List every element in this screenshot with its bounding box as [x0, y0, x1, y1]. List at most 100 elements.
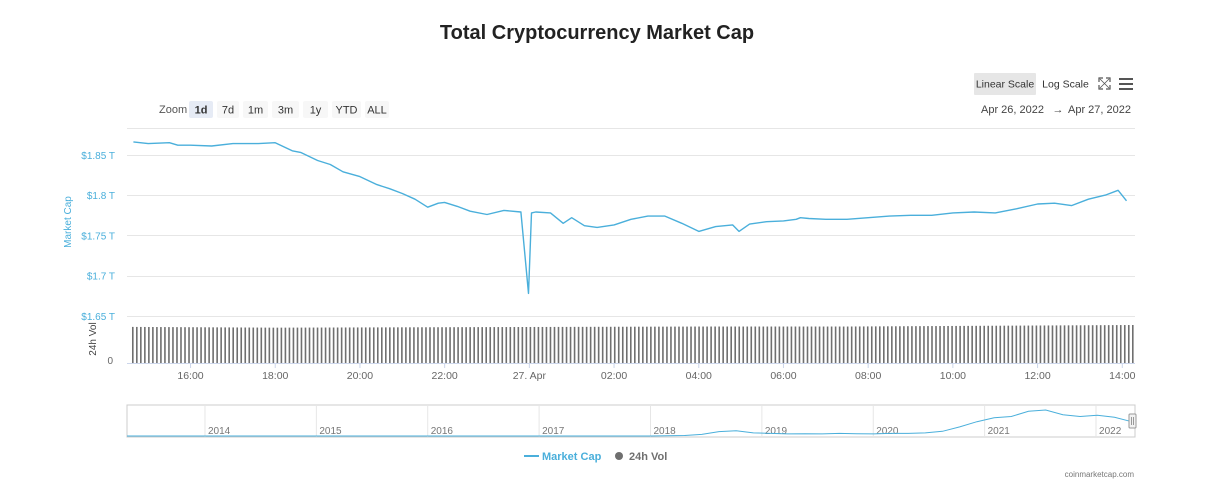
- date-range-from[interactable]: Apr 26, 2022: [981, 104, 1044, 116]
- legend-label[interactable]: 24h Vol: [629, 451, 667, 463]
- volume-bar: [401, 327, 403, 363]
- fullscreen-icon[interactable]: [1098, 77, 1111, 90]
- x-tick-label: 10:00: [940, 370, 966, 382]
- volume-bar: [919, 326, 921, 363]
- volume-bar: [782, 326, 785, 363]
- volume-bar: [316, 327, 319, 363]
- volume-bar: [553, 326, 556, 363]
- volume-bar: [344, 327, 347, 363]
- scale-button-bg[interactable]: [1039, 73, 1092, 95]
- menu-icon-bar[interactable]: [1119, 83, 1133, 85]
- navigator-year-label: 2018: [653, 426, 676, 437]
- zoom-button-label[interactable]: 1y: [310, 105, 322, 117]
- navigator-frame[interactable]: [126, 404, 1136, 438]
- zoom-button-1m[interactable]: 1m: [243, 101, 268, 118]
- volume-bar: [276, 327, 279, 363]
- zoom-button-bg[interactable]: [303, 101, 328, 118]
- x-tick-label: 27. Apr: [513, 370, 547, 382]
- volume-bar: [489, 327, 492, 363]
- fullscreen-icon-diagonals[interactable]: [1099, 78, 1110, 89]
- volume-bar: [533, 326, 536, 363]
- volume-bar: [1063, 325, 1066, 363]
- volume-bar: [453, 327, 455, 363]
- volume-bar: [593, 326, 596, 363]
- volume-bar: [196, 327, 198, 363]
- zoom-button-label[interactable]: 3m: [278, 105, 293, 117]
- zoom-button-bg[interactable]: [365, 101, 389, 118]
- navigator[interactable]: 2014 2015 2016 2017 2018 2019 2020 2021 2022: [126, 404, 1137, 438]
- volume-bar: [770, 326, 773, 363]
- zoom-button-bg[interactable]: [217, 101, 239, 118]
- navigator-series-line: [127, 409, 1132, 437]
- zoom-button-bg[interactable]: [332, 101, 361, 118]
- date-range-to[interactable]: Apr 27, 2022: [1068, 104, 1131, 116]
- volume-bar: [296, 327, 299, 363]
- volume-bar: [1103, 325, 1106, 363]
- volume-bar: [312, 327, 315, 363]
- volume-bar: [726, 326, 728, 363]
- volume-bar: [746, 326, 749, 363]
- zoom-button-1d[interactable]: 1d: [189, 101, 213, 118]
- volume-bar: [240, 327, 243, 363]
- legend-dot-marker[interactable]: [615, 452, 623, 460]
- volume-bar: [268, 327, 271, 363]
- linear-scale-button[interactable]: Linear Scale: [974, 73, 1036, 95]
- scale-toggle-group: Linear Scale Log Scale: [974, 73, 1092, 95]
- zoom-button-bg[interactable]: [272, 101, 299, 118]
- volume-bar: [629, 326, 632, 363]
- volume-bar: [332, 327, 335, 363]
- x-tick-label: 04:00: [686, 370, 712, 382]
- zoom-button-ytd[interactable]: YTD: [332, 101, 361, 118]
- volume-bar: [585, 326, 588, 363]
- volume-bar: [650, 326, 652, 363]
- volume-bar: [517, 327, 520, 363]
- volume-bar: [1099, 325, 1102, 363]
- navigator-year-label: 2015: [319, 426, 342, 437]
- zoom-button-all[interactable]: ALL: [365, 101, 389, 118]
- zoom-button-label[interactable]: YTD: [336, 105, 358, 117]
- scale-button-label[interactable]: Linear Scale: [976, 79, 1035, 91]
- volume-bar: [172, 327, 174, 363]
- navigator-handle[interactable]: [1128, 413, 1137, 429]
- volume-bar: [818, 326, 821, 363]
- volume-bar: [372, 327, 375, 363]
- zoom-button-label[interactable]: 7d: [222, 105, 234, 117]
- volume-bar: [320, 327, 323, 363]
- scale-button-bg[interactable]: [974, 73, 1036, 95]
- market-cap-series-line[interactable]: [133, 141, 1128, 295]
- zoom-button-7d[interactable]: 7d: [217, 101, 239, 118]
- volume-bar: [216, 327, 218, 363]
- menu-icon-bar[interactable]: [1119, 88, 1133, 90]
- volume-bar: [397, 327, 399, 363]
- legend-item-market-cap[interactable]: Market Cap: [524, 451, 602, 463]
- volume-bar: [1115, 325, 1118, 363]
- zoom-button-label[interactable]: 1d: [195, 105, 208, 117]
- scale-button-label[interactable]: Log Scale: [1042, 79, 1089, 91]
- volume-bar: [284, 327, 287, 363]
- volume-bar: [790, 326, 793, 363]
- menu-icon[interactable]: [1119, 78, 1133, 90]
- volume-bar: [1059, 325, 1062, 363]
- y-axis: $1.85 T $1.8 T $1.75 T $1.7 T $1.65 T: [81, 151, 115, 323]
- volume-bar: [1111, 325, 1114, 363]
- legend-label[interactable]: Market Cap: [542, 451, 602, 463]
- volume-bar: [549, 326, 552, 363]
- zoom-button-1y[interactable]: 1y: [303, 101, 328, 118]
- zoom-button-bg[interactable]: [189, 101, 213, 118]
- volume-bar: [891, 326, 893, 363]
- fullscreen-icon-path[interactable]: [1098, 77, 1111, 90]
- y-tick-label: $1.7 T: [87, 272, 115, 283]
- credit-text[interactable]: coinmarketcap.com: [1065, 470, 1135, 479]
- menu-icon-bar[interactable]: [1119, 78, 1133, 80]
- zoom-button-bg[interactable]: [243, 101, 268, 118]
- log-scale-button[interactable]: Log Scale: [1039, 73, 1092, 95]
- zoom-button-3m[interactable]: 3m: [272, 101, 299, 118]
- zoom-button-label[interactable]: ALL: [367, 105, 387, 117]
- navigator-year-label: 2017: [542, 426, 565, 437]
- legend-item-24h-vol[interactable]: 24h Vol: [615, 451, 667, 463]
- volume-bar: [573, 326, 576, 363]
- volume-bar: [955, 325, 957, 363]
- volume-bar: [931, 326, 933, 363]
- zoom-button-label[interactable]: 1m: [248, 105, 263, 117]
